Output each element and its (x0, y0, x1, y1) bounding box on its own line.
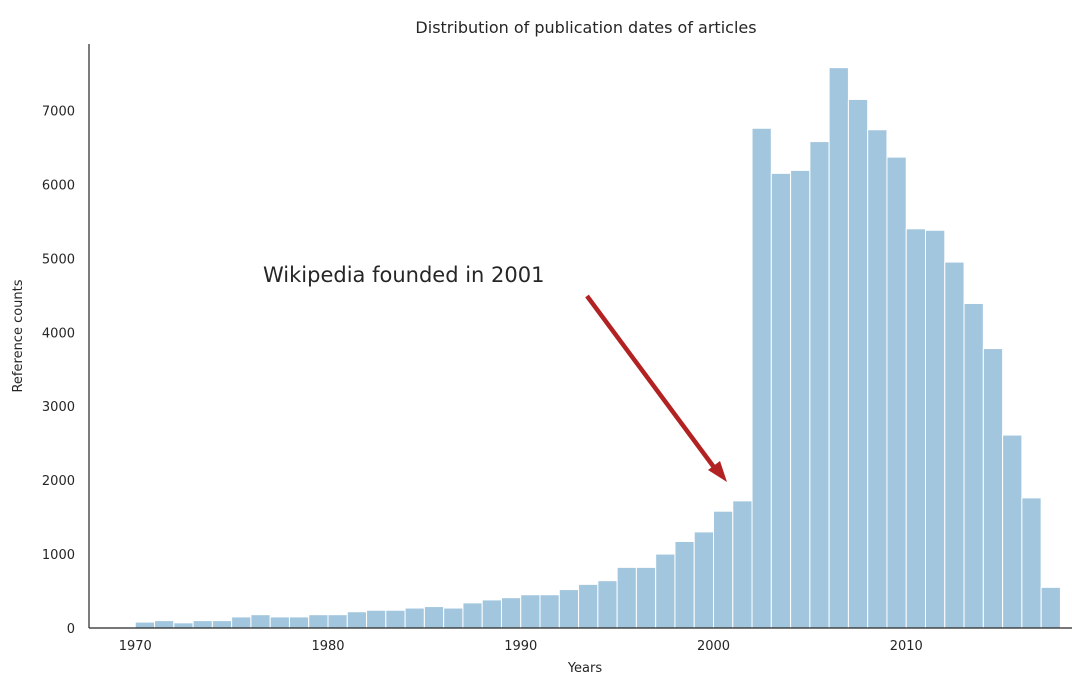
x-tick-label: 1990 (504, 639, 537, 654)
y-tick-label: 0 (67, 622, 75, 637)
bars-group (134, 67, 1061, 629)
histogram-bar (231, 616, 252, 629)
histogram-bar (500, 597, 522, 629)
histogram-bar (847, 98, 869, 629)
histogram-bar (693, 531, 714, 629)
x-tick-label: 2000 (697, 639, 730, 654)
x-tick-label: 1980 (311, 639, 344, 654)
histogram-bar (790, 169, 811, 629)
histogram-bar (327, 614, 348, 629)
y-tick-label: 7000 (42, 105, 75, 120)
histogram-bar (154, 620, 175, 629)
axis-spines (88, 44, 1072, 629)
y-axis-label: Reference counts (11, 279, 26, 392)
histogram-bar (346, 611, 368, 629)
x-tick-label: 2010 (890, 639, 923, 654)
histogram-bar (635, 566, 657, 629)
histogram-bar (462, 602, 483, 629)
histogram-bar (886, 156, 907, 629)
histogram-bar (828, 67, 849, 629)
histogram-bar (712, 510, 734, 629)
histogram-bar (134, 621, 156, 629)
histogram-bar (443, 607, 464, 629)
histogram-bar (809, 141, 830, 629)
annotation-group: Wikipedia founded in 2001 (263, 263, 727, 482)
histogram-bar (963, 302, 984, 629)
annotation-arrowhead (708, 461, 727, 482)
histogram-bar (539, 594, 560, 629)
y-tick-label: 3000 (42, 400, 75, 415)
histogram-bar (366, 609, 387, 629)
histogram-bar (385, 609, 406, 629)
histogram-bar (211, 620, 233, 629)
y-tick-label: 5000 (42, 252, 75, 267)
histogram-bar (982, 348, 1004, 629)
histogram-bar (288, 616, 310, 629)
y-tick-label: 6000 (42, 178, 75, 193)
histogram-bar (751, 127, 772, 629)
histogram-bar (404, 607, 425, 629)
x-tick-labels: 1970 1980 1990 2000 2010 (119, 639, 923, 654)
histogram-bar (1002, 434, 1023, 629)
histogram-bar (597, 580, 618, 629)
y-tick-label: 1000 (42, 548, 75, 563)
x-tick-label: 1970 (119, 639, 152, 654)
histogram-bar (867, 129, 888, 629)
histogram-bar (423, 606, 445, 629)
histogram-bar (1040, 586, 1061, 629)
histogram-bar (616, 566, 637, 629)
histogram-bar (770, 172, 792, 629)
x-axis-label: Years (567, 661, 603, 673)
annotation-text: Wikipedia founded in 2001 (263, 263, 544, 287)
histogram-bar (732, 500, 753, 629)
histogram-bar (655, 553, 676, 629)
chart-title: Distribution of publication dates of art… (415, 18, 756, 37)
histogram-bar (674, 541, 695, 629)
y-tick-label: 4000 (42, 326, 75, 341)
histogram-bar (173, 622, 194, 629)
histogram-bar (905, 228, 927, 629)
histogram-bar (192, 620, 213, 629)
histogram-bar (1021, 497, 1042, 629)
histogram-bar (558, 589, 580, 629)
histogram-bar (520, 594, 541, 629)
y-tick-labels: 0 1000 2000 3000 4000 5000 6000 7000 (42, 105, 75, 637)
histogram-bar (269, 616, 290, 629)
histogram-bar (308, 614, 329, 629)
histogram-bar (944, 261, 965, 629)
histogram-bar (578, 583, 599, 629)
histogram-bar (481, 599, 502, 629)
y-tick-label: 2000 (42, 474, 75, 489)
annotation-arrow (585, 294, 718, 472)
histogram-bar (925, 229, 946, 629)
histogram-bar (250, 614, 271, 629)
